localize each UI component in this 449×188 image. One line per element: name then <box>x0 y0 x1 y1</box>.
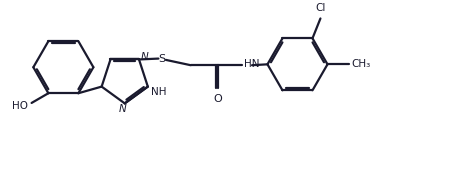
Text: NH: NH <box>151 87 167 97</box>
Text: N: N <box>119 104 127 114</box>
Text: HN: HN <box>244 59 260 69</box>
Text: O: O <box>214 94 222 104</box>
Text: S: S <box>158 54 166 64</box>
Text: HO: HO <box>12 101 28 111</box>
Text: CH₃: CH₃ <box>351 59 370 69</box>
Text: Cl: Cl <box>315 3 326 13</box>
Text: N: N <box>141 52 148 62</box>
